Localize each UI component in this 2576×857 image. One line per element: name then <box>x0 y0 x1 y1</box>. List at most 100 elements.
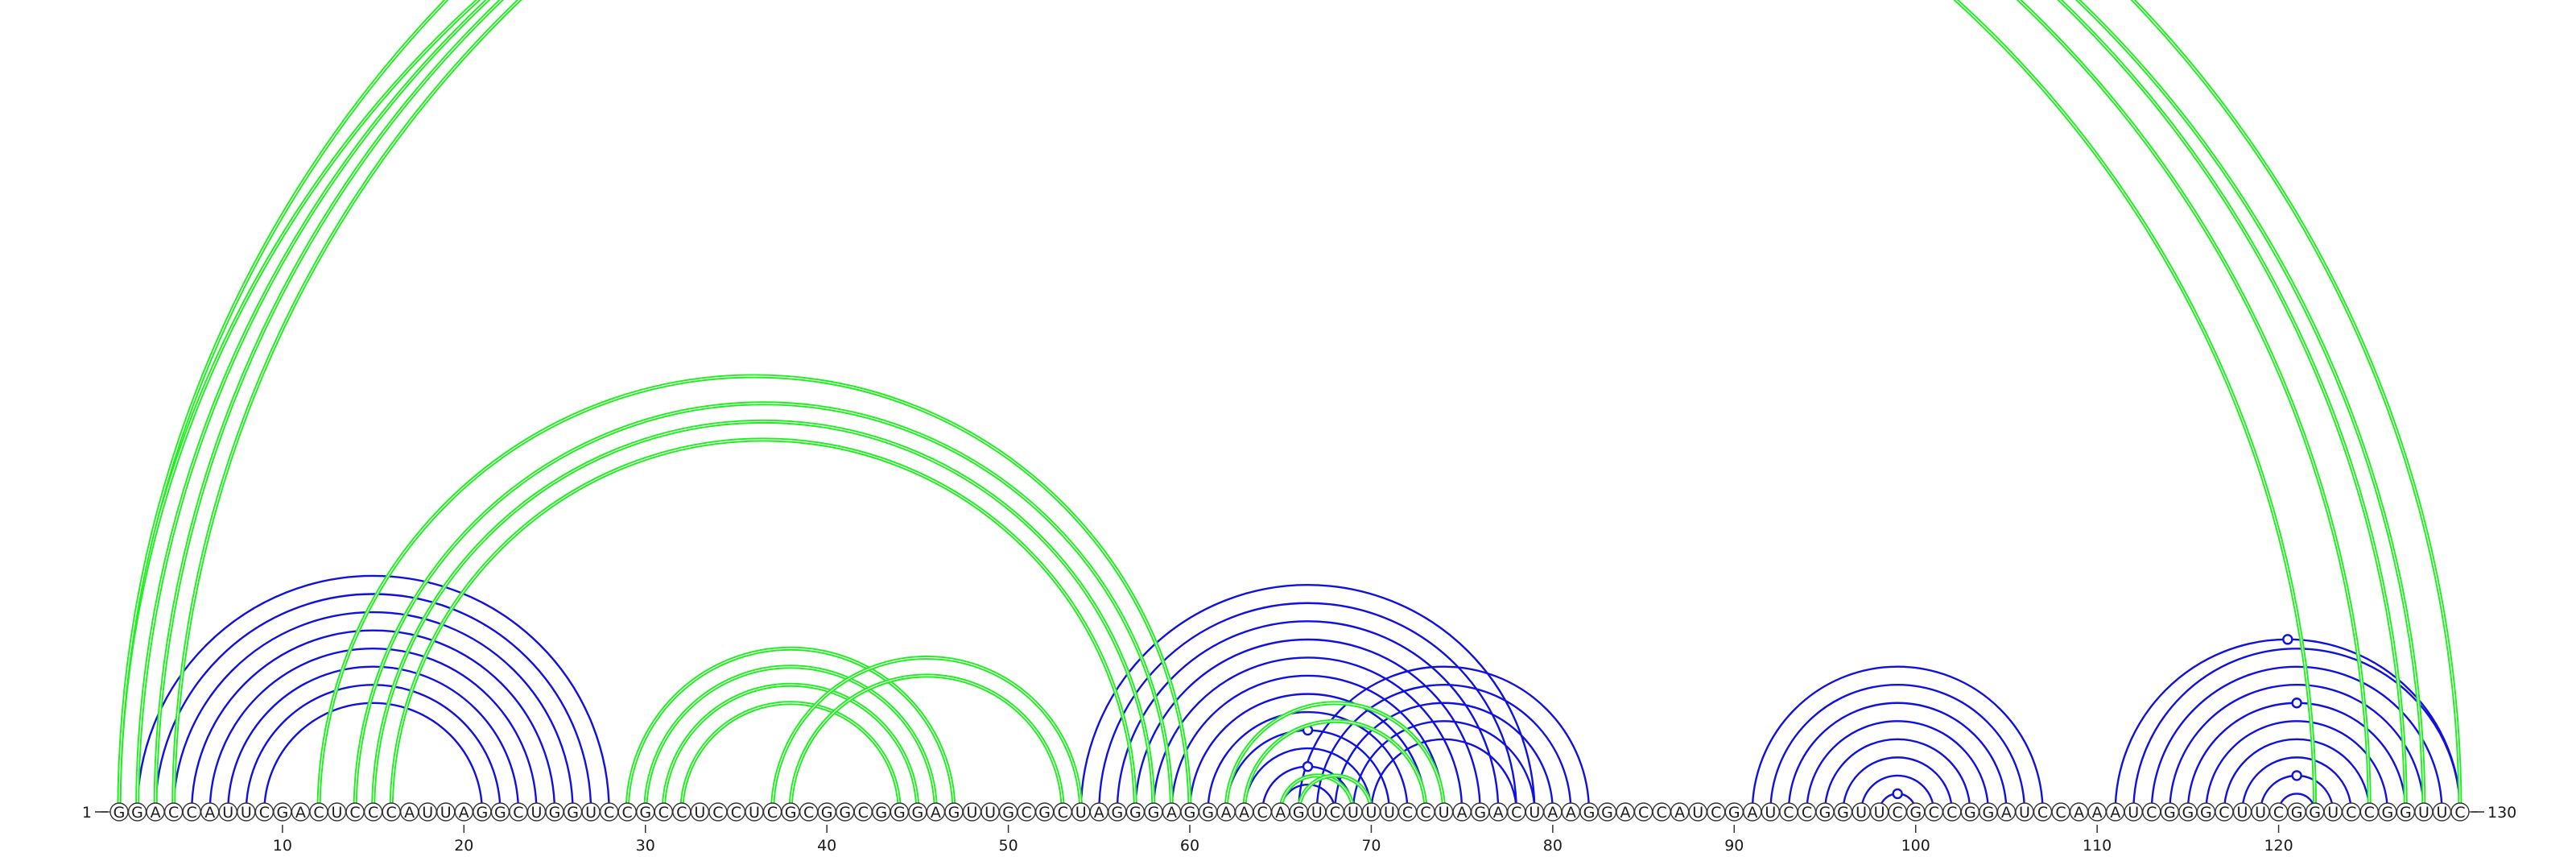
nucleotide-letter: U <box>440 804 452 822</box>
nucleotide-letter: G <box>1474 804 1486 822</box>
nucleotide-letter: C <box>1257 804 1268 822</box>
tick-label: 90 <box>1724 837 1744 855</box>
tick-label: 10 <box>273 837 292 855</box>
nucleotide-letter: C <box>2364 804 2375 822</box>
tertiary-pair-arc-highlight <box>155 0 2406 813</box>
nucleotide-letter: G <box>1909 804 1922 822</box>
nucleotide-letter: C <box>731 804 741 822</box>
nucleotide-letter: U <box>2327 804 2339 822</box>
nucleotide-circle <box>2450 802 2470 822</box>
sequence-start-label: 1 <box>82 804 92 822</box>
nucleotide-letter: G <box>1002 804 1014 822</box>
nucleotide-letter: U <box>531 804 543 822</box>
nucleotide-letter: C <box>2037 804 2048 822</box>
nucleotide-letter: G <box>1964 804 1976 822</box>
nucleotide-letter: G <box>839 804 851 822</box>
secondary-structure-arcs <box>136 574 2462 813</box>
base-pair-arc <box>2150 666 2443 813</box>
base-pair-arc <box>1352 720 1536 813</box>
nucleotide-letter: G <box>1202 804 1214 822</box>
nucleotide-letter: G <box>894 804 906 822</box>
nucleotide-letter: G <box>2291 804 2303 822</box>
base-pair-arc <box>1751 666 2044 813</box>
nucleotide-letter: A <box>404 804 415 822</box>
nucleotide-letter: C <box>1058 804 1068 822</box>
nucleotide-letter: U <box>2237 804 2248 822</box>
tertiary-pair-arc-highlight <box>663 684 919 813</box>
nucleotide-letter: C <box>712 804 723 822</box>
nucleotide-letter: U <box>2255 804 2266 822</box>
nucleotide-letter: C <box>1402 804 1413 822</box>
tertiary-pair-arc-highlight <box>771 656 1082 813</box>
nucleotide-letter: U <box>1765 804 1776 822</box>
tertiary-pair-arc <box>153 0 2408 814</box>
base-pair-arc <box>154 593 592 813</box>
nucleotide-letter: U <box>422 804 433 822</box>
nucleotide-letter: G <box>785 804 797 822</box>
base-pair-arc <box>1243 747 1373 813</box>
nucleotide-letter: U <box>694 804 705 822</box>
base-pair-arc <box>1188 693 1427 813</box>
nucleotide-letter: U <box>967 804 978 822</box>
nucleotide-letter: U <box>2436 804 2447 822</box>
nucleotide-letter: C <box>2055 804 2066 822</box>
tertiary-pair-arc-highlight <box>136 0 2370 813</box>
base-pair-arc <box>172 611 574 813</box>
base-pair-arc <box>1134 638 1481 813</box>
arc-apex-marker <box>1892 788 1903 800</box>
nucleotide-letter: U <box>2418 804 2429 822</box>
nucleotide-letter: C <box>368 804 378 822</box>
nucleotide-letter: G <box>1983 804 1995 822</box>
nucleotide-letter: A <box>295 804 306 822</box>
tertiary-pair-arc-highlight <box>1225 702 1445 813</box>
nucleotide-letter: C <box>604 804 614 822</box>
tertiary-pair-arc-highlight <box>1280 775 1354 813</box>
nucleotide-letter: C <box>803 804 814 822</box>
nucleotide-letter: A <box>1457 804 1468 822</box>
base-pair-arc <box>1298 666 1591 813</box>
nucleotide-letter: G <box>1819 804 1831 822</box>
tertiary-pair-arc <box>625 647 956 814</box>
nucleotide-letter: U <box>1348 804 1359 822</box>
nucleotide-letter: U <box>585 804 597 822</box>
nucleotide-letter: A <box>1566 804 1576 822</box>
base-pair-arc <box>1207 710 1409 813</box>
nucleotide-letter: G <box>2182 804 2194 822</box>
base-pair-arc <box>1370 738 1517 813</box>
nucleotide-letter: C <box>1330 804 1340 822</box>
nucleotide-letter: A <box>1166 804 1177 822</box>
tertiary-pair-arc <box>770 655 1084 814</box>
base-pair-arc <box>2241 756 2352 813</box>
nucleotide-letter: G <box>1184 804 1196 822</box>
nucleotide-letter: C <box>1021 804 1031 822</box>
nucleotide-letter: U <box>1384 804 1395 822</box>
nucleotide-letter: C <box>1893 804 1903 822</box>
nucleotide-letter: U <box>2019 804 2030 822</box>
nucleotide-letter: U <box>241 804 252 822</box>
nucleotide-letter: G <box>912 804 924 822</box>
nucleotide-letter: A <box>2001 804 2012 822</box>
nucleotide-letter: A <box>1493 804 1504 822</box>
base-pair-arc <box>2169 684 2425 813</box>
nucleotide-letter: C <box>622 804 633 822</box>
nucleotide-letter: U <box>1075 804 1087 822</box>
nucleotide-letter: C <box>1783 804 1794 822</box>
tertiary-pair-arc <box>788 673 1065 814</box>
nucleotide-letter: C <box>2454 804 2465 822</box>
tick-label: 60 <box>1180 837 1199 855</box>
nucleotide-letter: A <box>1221 804 1232 822</box>
tertiary-pair-arc-highlight <box>626 648 955 813</box>
base-pair-arc <box>2132 647 2462 813</box>
nucleotide-letter: U <box>2128 804 2139 822</box>
nucleotide-letter: G <box>2164 804 2176 822</box>
arc-apex-marker <box>2291 770 2302 781</box>
nucleotide-letter: G <box>277 804 289 822</box>
base-pair-arc <box>2114 638 2462 813</box>
nucleotide-letter: U <box>1439 804 1450 822</box>
nucleotide-letter: C <box>1711 804 1721 822</box>
tertiary-pair-arc-highlight <box>318 375 1191 813</box>
nucleotide-letter: C <box>858 804 869 822</box>
base-pair-arc <box>263 702 484 813</box>
tertiary-pair-arc-highlight <box>118 0 2316 813</box>
